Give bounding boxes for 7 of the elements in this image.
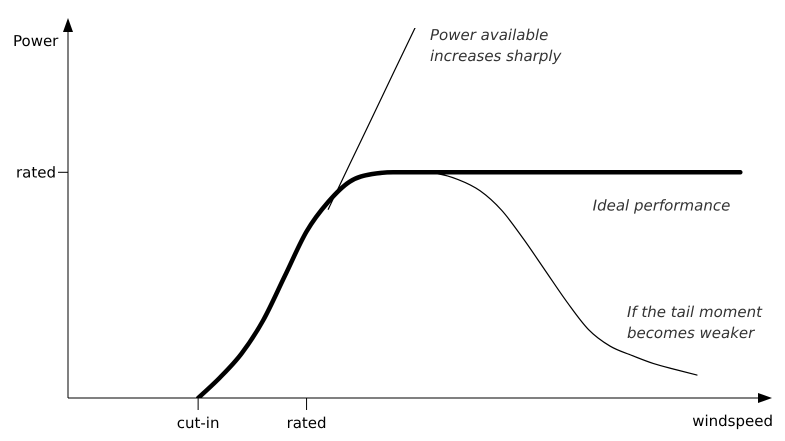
x-axis-title: windspeed [692, 412, 773, 430]
x-tick-label: cut-in [176, 414, 220, 432]
y-axis-title: Power [13, 32, 60, 50]
text: rated [16, 163, 56, 182]
series-label: If the tail moment becomes weaker [626, 303, 764, 342]
series-label: Power available increases sharply [430, 26, 563, 65]
series-label: Ideal performance [592, 196, 730, 214]
